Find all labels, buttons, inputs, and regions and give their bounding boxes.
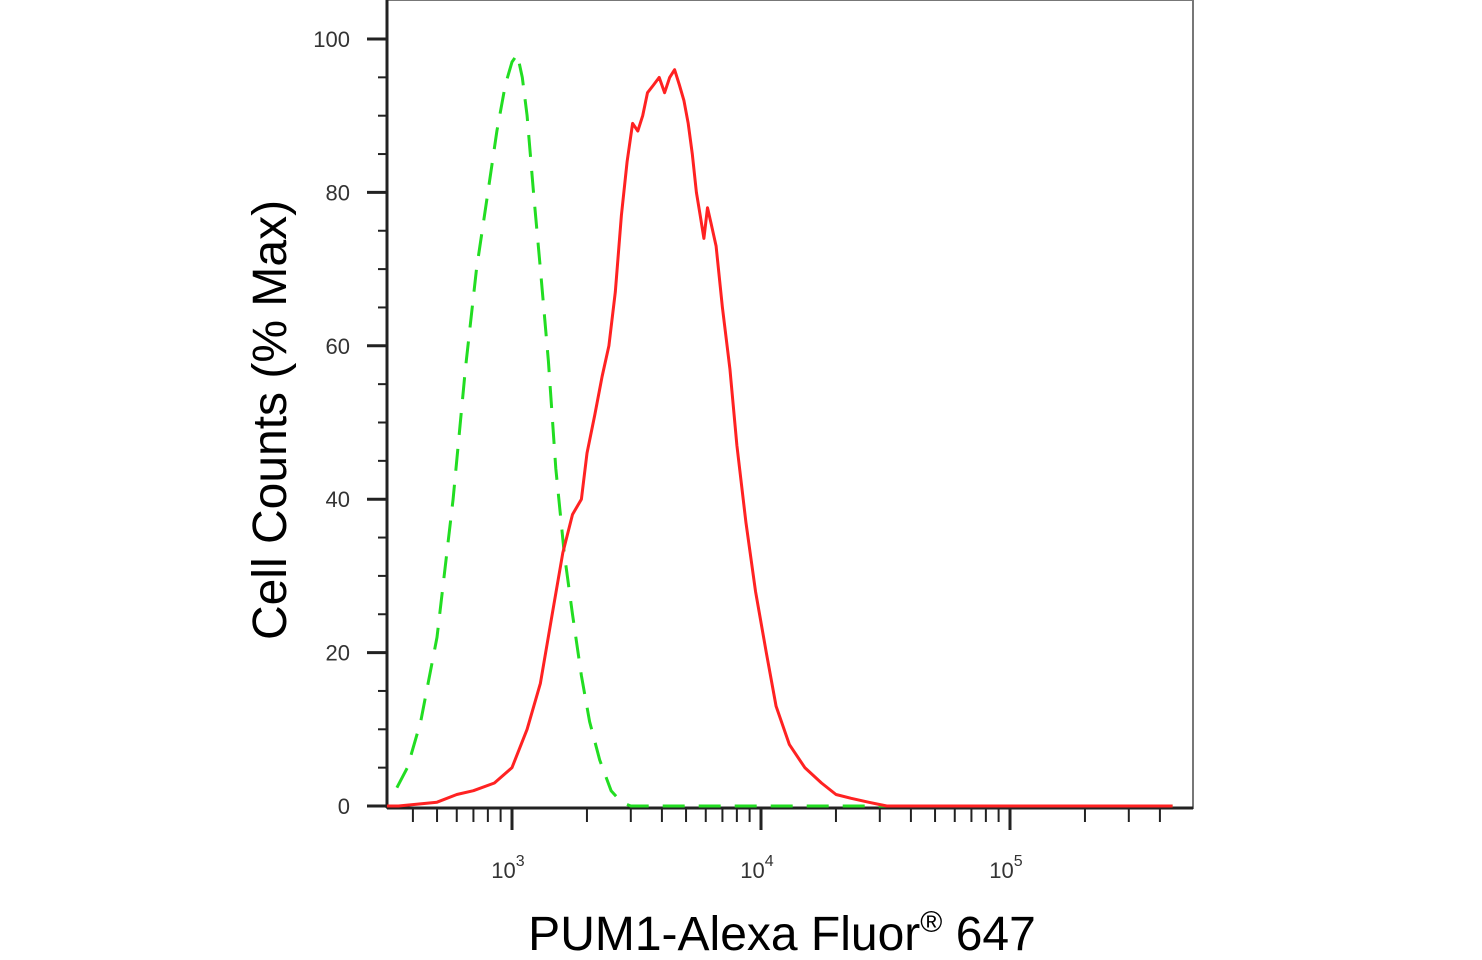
x-axis-title-suffix: 647: [942, 908, 1035, 960]
control-series-line: [387, 52, 1173, 808]
x-tick-label: 105: [989, 853, 1022, 883]
x-tick-label: 103: [491, 853, 524, 883]
y-tick-label: 40: [326, 487, 350, 512]
y-axis-title: Cell Counts (% Max): [244, 200, 297, 640]
y-tick-label: 0: [338, 794, 350, 819]
series-layer: [387, 52, 1173, 808]
y-axis: 0 20 40 60 80 100: [313, 0, 389, 819]
y-tick-label: 60: [326, 334, 350, 359]
x-axis-title: PUM1-Alexa Fluor® 647: [528, 906, 1036, 960]
plot-frame: [386, 0, 1194, 809]
y-tick-label: 20: [326, 641, 350, 666]
x-axis-title-main: PUM1-Alexa Fluor: [528, 908, 920, 960]
x-tick-label: 104: [740, 853, 773, 883]
sample-series-line: [387, 68, 1173, 808]
x-axis: 103 104 105: [387, 806, 1193, 883]
y-tick-label: 100: [313, 27, 350, 52]
y-tick-label: 80: [326, 180, 350, 205]
x-axis-title-superscript: ®: [920, 906, 942, 939]
